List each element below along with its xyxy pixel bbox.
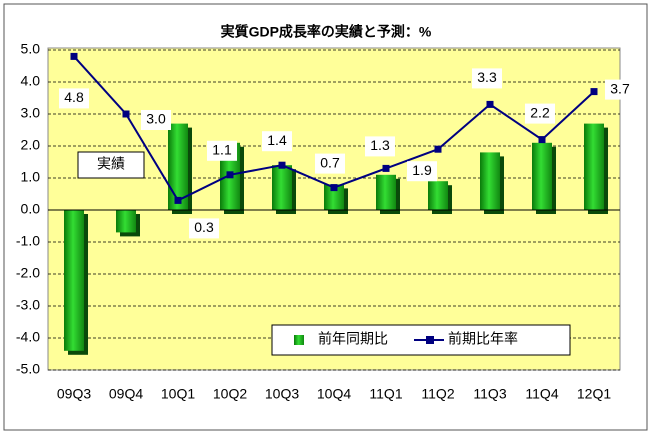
value-label: 3.0 <box>146 111 166 127</box>
label-bg <box>207 140 237 161</box>
x-tick-label: 10Q4 <box>317 386 351 402</box>
x-tick-label: 10Q2 <box>213 386 247 402</box>
bar <box>532 142 552 210</box>
marker <box>278 161 286 169</box>
y-tick-label: -4.0 <box>16 329 40 345</box>
bar <box>64 210 84 351</box>
x-tick-label: 12Q1 <box>577 386 611 402</box>
label-bg <box>262 131 292 152</box>
bar <box>168 123 188 210</box>
label-bg <box>605 79 635 100</box>
value-label: 1.3 <box>370 137 390 153</box>
annotation: 実績 <box>97 156 125 172</box>
y-tick-label: 0.0 <box>21 201 41 217</box>
x-tick-label: 11Q4 <box>525 386 558 402</box>
y-tick-label: 5.0 <box>21 41 41 57</box>
bar <box>480 152 500 210</box>
bar <box>116 210 136 233</box>
value-label: 1.9 <box>412 162 432 178</box>
label-bg <box>525 103 555 124</box>
y-tick-label: -1.0 <box>16 233 40 249</box>
marker <box>382 164 390 172</box>
label-bg <box>365 136 395 157</box>
bar <box>324 184 344 210</box>
label-bg <box>315 153 345 174</box>
legend-swatch <box>294 335 304 345</box>
y-tick-label: 4.0 <box>21 73 41 89</box>
bar <box>272 165 292 210</box>
bar <box>584 123 604 210</box>
marker <box>538 136 546 144</box>
x-tick-label: 11Q2 <box>421 386 454 402</box>
y-tick-label: 3.0 <box>21 105 41 121</box>
x-tick-label: 11Q3 <box>473 386 506 402</box>
bar <box>428 181 448 210</box>
marker <box>70 52 78 60</box>
marker <box>174 196 182 204</box>
annotation-box <box>77 151 145 179</box>
y-tick-label: 2.0 <box>21 137 41 153</box>
legend-label: 前期比年率 <box>448 331 518 347</box>
marker <box>226 171 234 179</box>
marker <box>434 145 442 153</box>
chart-title: 実質GDP成長率の実績と予測：% <box>221 24 432 40</box>
value-label: 3.7 <box>610 80 630 96</box>
marker <box>122 110 130 118</box>
x-tick-label: 09Q4 <box>109 386 143 402</box>
y-tick-label: -5.0 <box>16 361 40 377</box>
x-tick-label: 10Q3 <box>265 386 299 402</box>
label-bg <box>407 161 437 182</box>
value-label: 0.3 <box>194 219 214 235</box>
x-tick-label: 11Q1 <box>369 386 402 402</box>
marker <box>590 88 598 96</box>
value-label: 2.2 <box>530 104 550 120</box>
y-tick-label: -3.0 <box>16 297 40 313</box>
label-bg <box>189 218 219 239</box>
value-label: 0.7 <box>320 154 340 170</box>
y-tick-label: 1.0 <box>21 169 41 185</box>
y-tick-label: -2.0 <box>16 265 40 281</box>
label-bg <box>141 110 171 130</box>
value-label: 3.3 <box>477 69 497 85</box>
x-tick-label: 10Q1 <box>161 386 195 402</box>
value-label: 4.8 <box>64 89 84 105</box>
marker <box>330 184 338 192</box>
marker <box>486 100 494 108</box>
label-bg <box>59 88 89 109</box>
x-tick-label: 09Q3 <box>57 386 91 402</box>
value-label: 1.4 <box>267 132 287 148</box>
legend-label: 前年同期比 <box>318 331 388 347</box>
legend-swatch <box>426 336 434 344</box>
label-bg <box>472 68 502 89</box>
bar <box>376 174 396 210</box>
value-label: 1.1 <box>212 142 232 158</box>
